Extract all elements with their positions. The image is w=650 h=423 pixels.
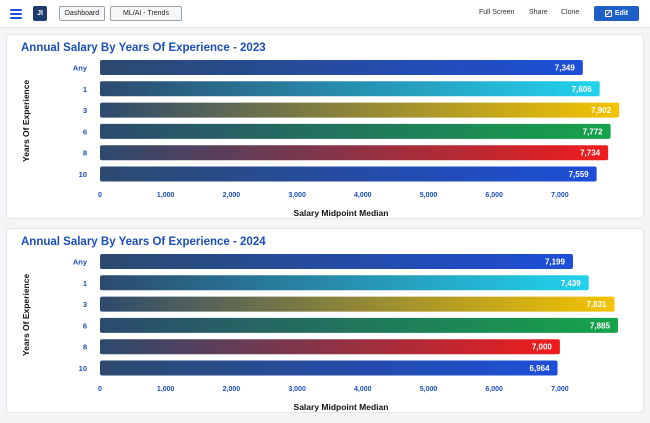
hamburger-menu-icon[interactable]	[10, 9, 22, 19]
bar-1[interactable]	[100, 81, 600, 97]
data-label: 7,199	[545, 258, 566, 267]
chart-card-2024: Annual Salary By Years Of Experience - 2…	[6, 228, 644, 413]
chart-title-2023: Annual Salary By Years Of Experience - 2…	[21, 42, 266, 54]
category-label: 3	[83, 106, 87, 115]
bar-6[interactable]	[100, 123, 611, 139]
data-label: 7,902	[591, 106, 612, 115]
data-label: 7,772	[583, 127, 604, 136]
x-tick-label: 7,000	[551, 386, 569, 393]
data-label: 7,000	[532, 343, 553, 352]
app-logo: JI	[33, 6, 47, 21]
breadcrumb-ml-ai-trends[interactable]: ML/AI - Trends	[110, 6, 182, 21]
data-label: 7,734	[580, 149, 601, 158]
bar-chart-2024: Any 7,199 1 7,439 3 7,831 6 7,885 8 7,000 10 6,964 0…	[21, 254, 619, 412]
edit-icon	[604, 10, 612, 17]
bar-any[interactable]	[100, 60, 583, 75]
clone-link[interactable]: Clone	[561, 9, 580, 16]
bar-chart-2023: Any 7,349 1 7,606 3 7,902 6 7,772 8 7,734 10 7,559 0…	[21, 60, 620, 218]
data-label: 7,885	[590, 321, 611, 330]
bar-any[interactable]	[100, 254, 573, 269]
bar-10[interactable]	[100, 360, 558, 376]
bar-1[interactable]	[100, 275, 589, 291]
x-tick-label: 1,000	[157, 386, 175, 393]
x-axis-label: Salary Midpoint Median	[294, 208, 389, 218]
x-tick-label: 6,000	[485, 386, 503, 393]
bar-3[interactable]	[100, 296, 615, 312]
category-label: 1	[83, 85, 87, 94]
category-label: Any	[73, 258, 88, 267]
x-tick-label: 1,000	[157, 192, 175, 199]
category-label: 6	[83, 127, 87, 136]
x-tick-label: 3,000	[288, 192, 306, 199]
chart-card-2023: Annual Salary By Years Of Experience - 2…	[6, 34, 644, 219]
category-label: 1	[83, 279, 87, 288]
x-tick-label: 0	[98, 386, 102, 393]
full-screen-link[interactable]: Full Screen	[479, 9, 515, 16]
chart-title-2024: Annual Salary By Years Of Experience - 2…	[21, 236, 266, 248]
x-tick-label: 5,000	[420, 386, 438, 393]
x-tick-label: 2,000	[223, 386, 241, 393]
x-tick-label: 4,000	[354, 386, 372, 393]
edit-button[interactable]: Edit	[594, 6, 639, 21]
category-label: 8	[83, 343, 87, 352]
category-label: 6	[83, 321, 87, 330]
data-label: 7,349	[555, 64, 576, 73]
x-tick-label: 6,000	[485, 192, 503, 199]
category-label: 10	[79, 170, 87, 179]
x-tick-label: 7,000	[551, 192, 569, 199]
data-label: 7,559	[569, 170, 590, 179]
y-axis-label: Years Of Experience	[21, 80, 31, 162]
category-label: Any	[73, 64, 88, 73]
x-tick-label: 2,000	[223, 192, 241, 199]
x-axis-label: Salary Midpoint Median	[294, 402, 389, 412]
data-label: 7,606	[572, 85, 593, 94]
x-tick-label: 4,000	[354, 192, 372, 199]
bar-3[interactable]	[100, 102, 620, 118]
bar-6[interactable]	[100, 317, 619, 333]
bar-8[interactable]	[100, 145, 609, 161]
data-label: 7,831	[586, 300, 607, 309]
x-tick-label: 5,000	[420, 192, 438, 199]
top-bar: JI Dashboard ML/AI - Trends Full Screen …	[0, 0, 650, 28]
category-label: 8	[83, 149, 87, 158]
x-tick-label: 3,000	[288, 386, 306, 393]
bar-10[interactable]	[100, 166, 597, 182]
edit-button-label: Edit	[614, 10, 629, 17]
x-tick-label: 0	[98, 192, 102, 199]
breadcrumb-dashboard[interactable]: Dashboard	[59, 6, 105, 21]
bar-8[interactable]	[100, 339, 560, 355]
data-label: 7,439	[561, 279, 582, 288]
y-axis-label: Years Of Experience	[21, 274, 31, 356]
share-link[interactable]: Share	[529, 9, 548, 16]
data-label: 6,964	[530, 364, 551, 373]
category-label: 10	[79, 364, 87, 373]
category-label: 3	[83, 300, 87, 309]
